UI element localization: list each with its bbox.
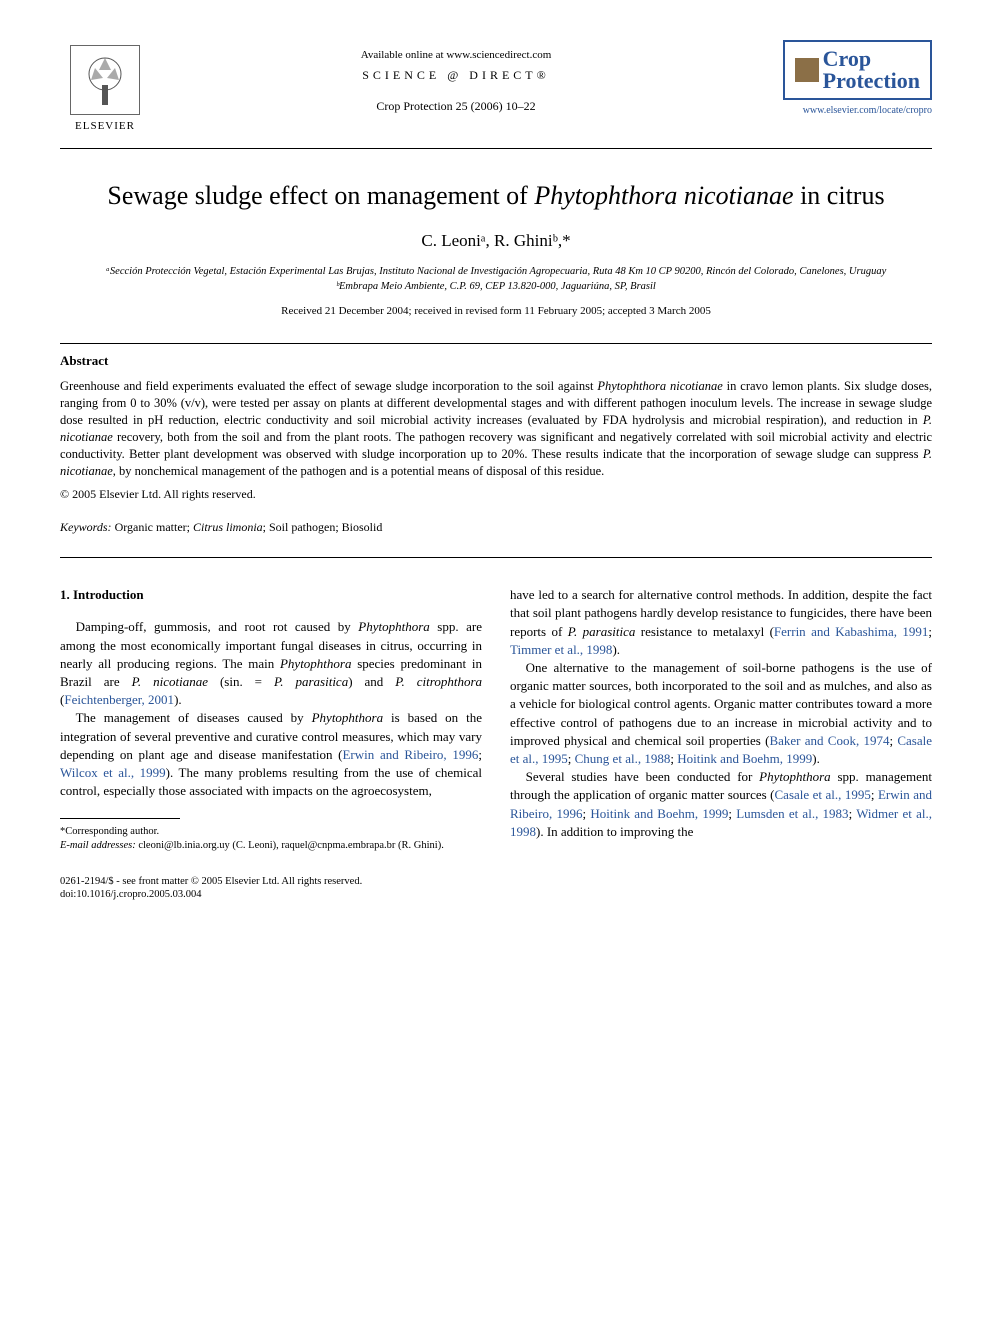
citation-link[interactable]: Timmer et al., 1998 — [510, 642, 612, 657]
citation-link[interactable]: Hoitink and Boehm, 1999 — [590, 806, 728, 821]
citation-link[interactable]: Ferrin and Kabashima, 1991 — [774, 624, 928, 639]
intro-para-4: Several studies have been conducted for … — [510, 768, 932, 841]
title-post: in citrus — [794, 181, 885, 210]
section-1-heading: 1. Introduction — [60, 586, 482, 604]
divider — [60, 557, 932, 558]
divider — [60, 343, 932, 344]
issn-copyright: 0261-2194/$ - see front matter © 2005 El… — [60, 875, 932, 889]
journal-leaf-icon — [795, 58, 819, 82]
corresponding-author-note: *Corresponding author. — [60, 825, 482, 839]
left-column: 1. Introduction Damping-off, gummosis, a… — [60, 586, 482, 852]
divider — [60, 148, 932, 149]
authors: C. Leoniᵃ, R. Ghiniᵇ,* — [60, 229, 932, 253]
affiliation-b: ᵇEmbrapa Meio Ambiente, C.P. 69, CEP 13.… — [60, 280, 932, 294]
title-species: Phytophthora nicotianae — [534, 181, 793, 210]
bottom-metadata: 0261-2194/$ - see front matter © 2005 El… — [60, 875, 932, 902]
body-columns: 1. Introduction Damping-off, gummosis, a… — [60, 586, 932, 852]
intro-para-2: The management of diseases caused by Phy… — [60, 709, 482, 800]
keywords-label: Keywords: — [60, 520, 112, 534]
abstract-heading: Abstract — [60, 352, 932, 370]
keywords: Keywords: Organic matter; Citrus limonia… — [60, 519, 932, 536]
journal-name: CropProtection — [823, 48, 920, 92]
citation-link[interactable]: Casale et al., 1995 — [775, 787, 871, 802]
affiliation-a: ᵃSección Protección Vegetal, Estación Ex… — [60, 265, 932, 279]
abstract-body: Greenhouse and field experiments evaluat… — [60, 378, 932, 479]
elsevier-name: ELSEVIER — [75, 119, 135, 134]
intro-para-3: One alternative to the management of soi… — [510, 659, 932, 768]
available-online-text: Available online at www.sciencedirect.co… — [150, 48, 762, 63]
intro-para-2-cont: have led to a search for alternative con… — [510, 586, 932, 659]
citation-link[interactable]: Erwin and Ribeiro, 1996 — [342, 747, 478, 762]
science-direct-label: SCIENCE @ DIRECT® — [150, 67, 762, 84]
page-header: ELSEVIER Available online at www.science… — [60, 40, 932, 140]
elsevier-logo: ELSEVIER — [60, 40, 150, 140]
journal-title-box: CropProtection — [783, 40, 932, 100]
article-dates: Received 21 December 2004; received in r… — [60, 304, 932, 319]
article-title: Sewage sludge effect on management of Ph… — [100, 179, 892, 213]
citation-link[interactable]: Feichtenberger, 2001 — [64, 692, 174, 707]
email-addresses: E-mail addresses: cleoni@lb.inia.org.uy … — [60, 839, 482, 853]
journal-url[interactable]: www.elsevier.com/locate/cropro — [762, 104, 932, 118]
elsevier-tree-icon — [70, 45, 140, 115]
intro-para-1: Damping-off, gummosis, and root rot caus… — [60, 618, 482, 709]
right-column: have led to a search for alternative con… — [510, 586, 932, 852]
citation-link[interactable]: Hoitink and Boehm, 1999 — [677, 751, 812, 766]
journal-logo-box: CropProtection www.elsevier.com/locate/c… — [762, 40, 932, 118]
citation-link[interactable]: Baker and Cook, 1974 — [769, 733, 889, 748]
footnotes: *Corresponding author. E-mail addresses:… — [60, 825, 482, 852]
citation-link[interactable]: Chung et al., 1988 — [575, 751, 671, 766]
journal-reference: Crop Protection 25 (2006) 10–22 — [150, 98, 762, 115]
citation-link[interactable]: Wilcox et al., 1999 — [60, 765, 166, 780]
header-center: Available online at www.sciencedirect.co… — [150, 40, 762, 115]
abstract-copyright: © 2005 Elsevier Ltd. All rights reserved… — [60, 486, 932, 503]
title-pre: Sewage sludge effect on management of — [107, 181, 534, 210]
citation-link[interactable]: Lumsden et al., 1983 — [736, 806, 848, 821]
doi: doi:10.1016/j.cropro.2005.03.004 — [60, 888, 932, 902]
footnote-separator — [60, 818, 180, 819]
